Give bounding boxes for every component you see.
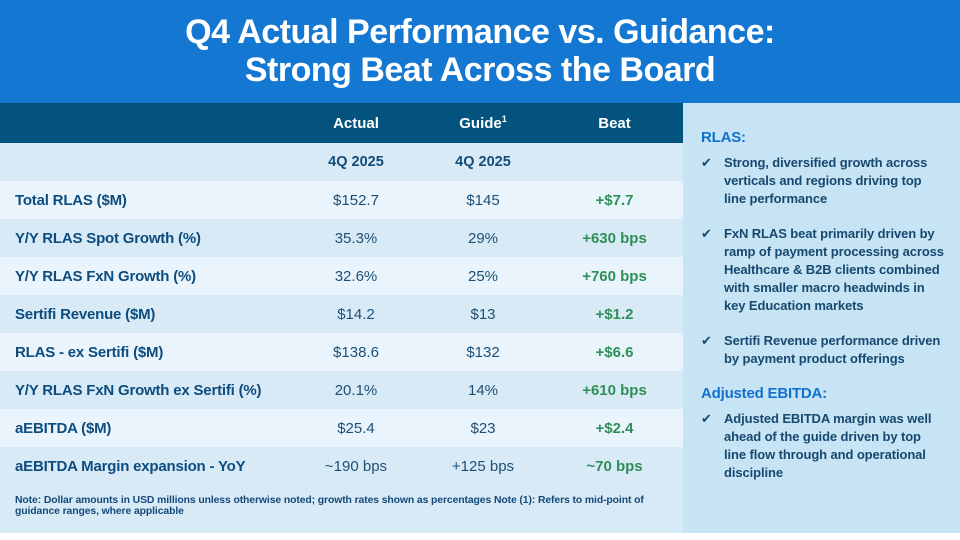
beat-value: +$7.7 [595,191,634,209]
actual-value: $138.6 [333,343,379,361]
table-subheader-row: 4Q 2025 4Q 2025 [0,143,683,181]
metric-label: Y/Y RLAS Spot Growth (%) [15,229,201,247]
actual-value: 20.1% [334,381,378,399]
commentary-section-ebitda: Adjusted EBITDA: ✔ Adjusted EBITDA margi… [701,385,944,482]
sidebar-heading-rlas: RLAS: [701,129,746,146]
subheader-guide-period: 4Q 2025 [455,154,511,170]
table-row: Sertifi Revenue ($M) $14.2 $13 +$1.2 [0,295,683,333]
commentary-panel: RLAS: ✔ Strong, diversified growth acros… [683,103,960,533]
beat-value: +760 bps [582,267,647,285]
table-row: aEBITDA Margin expansion - YoY ~190 bps … [0,447,683,485]
column-header-actual: Actual [333,114,379,132]
table-row: aEBITDA ($M) $25.4 $23 +$2.4 [0,409,683,447]
bullet-text: Strong, diversified growth across vertic… [724,155,928,206]
list-item: ✔ Sertifi Revenue performance driven by … [701,332,944,368]
content-area: Actual Guide1 Beat 4Q 2025 4Q 2025 Total… [0,103,960,533]
subheader-actual-period: 4Q 2025 [328,154,384,170]
beat-value: +610 bps [582,381,647,399]
page-title-line2: Strong Beat Across the Board [244,51,716,89]
actual-value: 35.3% [334,229,378,247]
bottom-margin-strip [0,533,960,540]
column-header-beat: Beat [598,114,631,132]
checkmark-icon: ✔ [701,226,712,241]
guide-value: 29% [467,229,499,247]
guide-value: $13 [470,305,496,323]
guide-value: 25% [467,267,499,285]
checkmark-icon: ✔ [701,411,712,426]
checkmark-icon: ✔ [701,333,712,348]
metric-label: aEBITDA Margin expansion - YoY [15,457,246,475]
checkmark-icon: ✔ [701,155,712,170]
footnote-area: Note: Dollar amounts in USD millions unl… [0,485,683,533]
performance-table: Actual Guide1 Beat 4Q 2025 4Q 2025 Total… [0,103,683,533]
guide-footnote-marker: 1 [501,114,507,124]
bullet-text: FxN RLAS beat primarily driven by ramp o… [724,226,944,313]
actual-value: 32.6% [334,267,378,285]
table-header-row: Actual Guide1 Beat [0,103,683,143]
metric-label: Total RLAS ($M) [15,191,127,209]
table-row: RLAS - ex Sertifi ($M) $138.6 $132 +$6.6 [0,333,683,371]
guide-value: 14% [467,381,499,399]
metric-label: Y/Y RLAS FxN Growth ex Sertifi (%) [15,381,262,399]
beat-value: +630 bps [582,229,647,247]
guide-label: Guide [459,115,502,132]
metric-label: aEBITDA ($M) [15,419,112,437]
table-row: Y/Y RLAS Spot Growth (%) 35.3% 29% +630 … [0,219,683,257]
list-item: ✔ Strong, diversified growth across vert… [701,154,944,208]
list-item: ✔ Adjusted EBITDA margin was well ahead … [701,410,944,482]
table-row: Y/Y RLAS FxN Growth ex Sertifi (%) 20.1%… [0,371,683,409]
beat-value: ~70 bps [586,457,643,475]
list-item: ✔ FxN RLAS beat primarily driven by ramp… [701,225,944,315]
table-row: Y/Y RLAS FxN Growth (%) 32.6% 25% +760 b… [0,257,683,295]
beat-value: +$6.6 [595,343,634,361]
metric-label: RLAS - ex Sertifi ($M) [15,343,164,361]
actual-value: $152.7 [333,191,379,209]
beat-value: +$1.2 [595,305,634,323]
guide-value: +125 bps [451,457,515,475]
actual-value: ~190 bps [324,457,388,475]
beat-value: +$2.4 [595,419,634,437]
page-title-line1: Q4 Actual Performance vs. Guidance: [185,13,775,51]
actual-value: $25.4 [337,419,375,437]
actual-value: $14.2 [337,305,375,323]
metric-label: Sertifi Revenue ($M) [15,305,156,323]
table-row: Total RLAS ($M) $152.7 $145 +$7.7 [0,181,683,219]
footnote-text: Note: Dollar amounts in USD millions unl… [15,495,644,517]
guide-value: $23 [470,419,496,437]
bullet-text: Sertifi Revenue performance driven by pa… [724,333,941,366]
guide-value: $132 [466,343,500,361]
title-band: Q4 Actual Performance vs. Guidance: Stron… [0,0,960,103]
page-title: Q4 Actual Performance vs. Guidance: Stron… [0,13,960,89]
column-header-guide: Guide1 [420,114,546,132]
guide-value: $145 [466,191,500,209]
metric-label: Y/Y RLAS FxN Growth (%) [15,267,196,285]
bullet-text: Adjusted EBITDA margin was well ahead of… [724,411,932,480]
commentary-section-rlas: RLAS: ✔ Strong, diversified growth acros… [701,129,944,368]
sidebar-heading-adjusted-ebitda: Adjusted EBITDA: [701,385,827,402]
